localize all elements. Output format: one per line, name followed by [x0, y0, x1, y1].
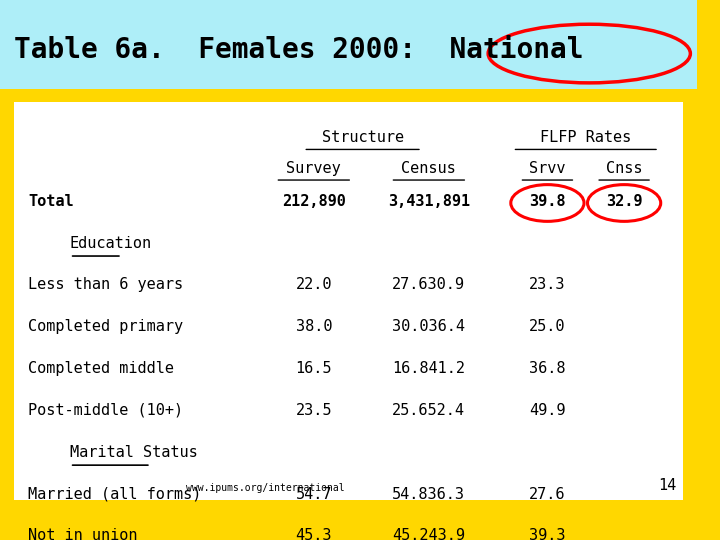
Text: 39.3: 39.3 — [529, 529, 566, 540]
Text: 30.036.4: 30.036.4 — [392, 319, 465, 334]
Text: FLFP Rates: FLFP Rates — [540, 130, 631, 145]
FancyBboxPatch shape — [14, 102, 683, 500]
Text: 22.0: 22.0 — [295, 278, 332, 293]
Text: 45.243.9: 45.243.9 — [392, 529, 465, 540]
Text: 212,890: 212,890 — [282, 194, 346, 209]
Text: 54.836.3: 54.836.3 — [392, 487, 465, 502]
Text: Structure: Structure — [322, 130, 404, 145]
Text: Less than 6 years: Less than 6 years — [28, 278, 183, 293]
Text: Srvv: Srvv — [529, 161, 566, 176]
Text: www.ipums.org/international: www.ipums.org/international — [186, 483, 344, 493]
Text: 38.0: 38.0 — [295, 319, 332, 334]
Text: Married (all forms): Married (all forms) — [28, 487, 202, 502]
Text: Survey: Survey — [287, 161, 341, 176]
Text: 27.630.9: 27.630.9 — [392, 278, 465, 293]
Text: Cnss: Cnss — [606, 161, 642, 176]
Text: 27.6: 27.6 — [529, 487, 566, 502]
Text: 45.3: 45.3 — [295, 529, 332, 540]
Text: Completed middle: Completed middle — [28, 361, 174, 376]
Text: 49.9: 49.9 — [529, 403, 566, 418]
Text: 14: 14 — [658, 478, 676, 493]
Text: 25.652.4: 25.652.4 — [392, 403, 465, 418]
Text: Education: Education — [70, 235, 152, 251]
Text: Marital Status: Marital Status — [70, 445, 197, 460]
Text: 16.5: 16.5 — [295, 361, 332, 376]
Text: 36.8: 36.8 — [529, 361, 566, 376]
Text: 39.8: 39.8 — [529, 194, 566, 209]
Text: Not in union: Not in union — [28, 529, 138, 540]
Text: Table 6a.  Females 2000:  National: Table 6a. Females 2000: National — [14, 36, 583, 64]
Text: 16.841.2: 16.841.2 — [392, 361, 465, 376]
Text: 54.7: 54.7 — [295, 487, 332, 502]
Text: Census: Census — [402, 161, 456, 176]
Text: 32.9: 32.9 — [606, 194, 642, 209]
Text: Post-middle (10+): Post-middle (10+) — [28, 403, 183, 418]
Text: 23.5: 23.5 — [295, 403, 332, 418]
Text: 25.0: 25.0 — [529, 319, 566, 334]
Text: 3,431,891: 3,431,891 — [388, 194, 470, 209]
Text: 23.3: 23.3 — [529, 278, 566, 293]
Text: Total: Total — [28, 194, 73, 209]
FancyBboxPatch shape — [0, 0, 698, 89]
Text: Completed primary: Completed primary — [28, 319, 183, 334]
